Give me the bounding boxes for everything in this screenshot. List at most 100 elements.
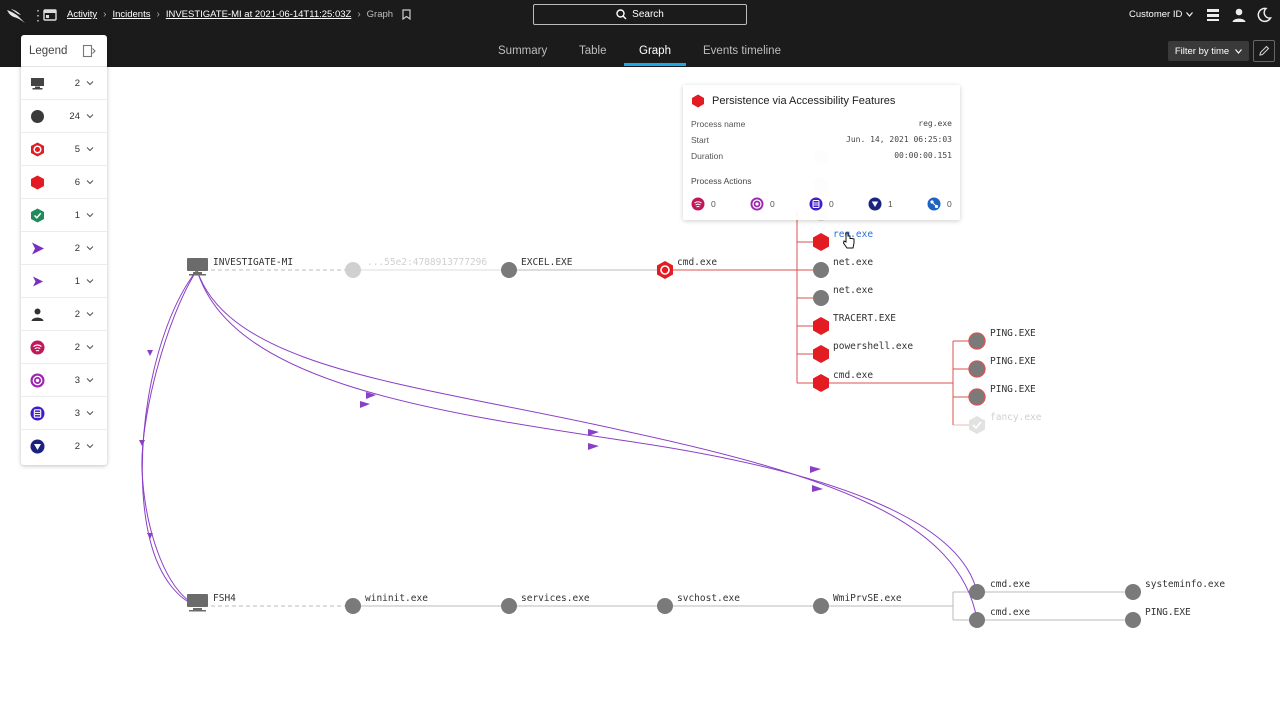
chevron-down-icon[interactable]: [86, 112, 94, 120]
process-node-wmiprvse[interactable]: [813, 598, 829, 614]
process-node-ping[interactable]: [1125, 612, 1141, 628]
chevron-down-icon[interactable]: [86, 409, 94, 417]
user-account-icon[interactable]: [1231, 7, 1247, 23]
chevron-down-icon[interactable]: [86, 79, 94, 87]
legend-item[interactable]: 24: [21, 100, 107, 133]
process-actions: 0 0 0 1 0: [691, 197, 953, 213]
host-node-fsh4[interactable]: [187, 594, 208, 612]
legend-item[interactable]: 5: [21, 133, 107, 166]
indigo-list-icon: [809, 197, 823, 211]
legend-item[interactable]: 2: [21, 298, 107, 331]
activity-app-icon[interactable]: [43, 8, 57, 22]
dark-mode-icon[interactable]: [1256, 7, 1272, 23]
blue-network-icon: [927, 197, 941, 211]
breadcrumb-activity[interactable]: Activity: [67, 9, 98, 20]
node-label: INVESTIGATE-MI: [213, 257, 293, 268]
process-node-ping[interactable]: [968, 360, 986, 378]
process-dot-icon: [31, 110, 44, 123]
row-key: Start: [691, 135, 709, 145]
bookmark-icon[interactable]: [402, 9, 411, 20]
chevron-down-icon[interactable]: [86, 178, 94, 186]
node-label: systeminfo.exe: [1145, 579, 1225, 590]
search-button[interactable]: Search: [533, 4, 747, 25]
legend-item[interactable]: 2: [21, 331, 107, 364]
legend-item[interactable]: 1: [21, 199, 107, 232]
collapse-panel-icon[interactable]: [82, 44, 96, 58]
node-label: reg.exe: [833, 229, 873, 240]
process-node-net[interactable]: [813, 290, 829, 306]
chevron-down-icon[interactable]: [86, 244, 94, 252]
node-label: FSH4: [213, 593, 236, 604]
action-target[interactable]: 0: [750, 197, 775, 211]
legend-count: 6: [74, 177, 80, 188]
magenta-signal-icon: [30, 340, 45, 355]
legend-item[interactable]: 2: [21, 67, 107, 100]
row-value: reg.exe: [918, 119, 952, 128]
legend-header: Legend: [21, 35, 107, 67]
purple-arrow-small-icon: [33, 276, 43, 287]
process-node-ping[interactable]: [968, 332, 986, 350]
legend-count: 2: [74, 309, 80, 320]
chevron-down-icon[interactable]: [86, 211, 94, 219]
magenta-signal-icon: [691, 197, 705, 211]
more-menu-icon[interactable]: ⋮: [31, 7, 45, 23]
legend-item[interactable]: 3: [21, 364, 107, 397]
safe-node-fancy[interactable]: [969, 416, 985, 434]
chevron-right-icon: ›: [103, 9, 107, 20]
notifications-tray-icon[interactable]: [1205, 7, 1221, 23]
process-node-ping[interactable]: [968, 388, 986, 406]
arrow-marker: [147, 533, 153, 539]
filter-label: Filter by time: [1174, 45, 1230, 57]
edit-button[interactable]: [1253, 40, 1275, 62]
action-connections[interactable]: 0: [927, 197, 952, 211]
chevron-down-icon[interactable]: [86, 145, 94, 153]
chevron-down-icon[interactable]: [86, 343, 94, 351]
alert-node-reg[interactable]: [813, 233, 829, 251]
legend-item[interactable]: 2: [21, 430, 107, 463]
tab-table[interactable]: Table: [579, 45, 607, 57]
chevron-down-icon: [1186, 12, 1194, 17]
process-node-svchost[interactable]: [657, 598, 673, 614]
purple-arrow-icon: [32, 242, 44, 255]
legend-item[interactable]: 6: [21, 166, 107, 199]
legend-count: 1: [74, 276, 80, 287]
legend-count: 3: [74, 375, 80, 386]
process-node-cmd[interactable]: [969, 612, 985, 628]
alert-node-cmd[interactable]: [657, 261, 673, 279]
falcon-logo-icon[interactable]: [6, 6, 26, 24]
tab-events-timeline[interactable]: Events timeline: [703, 45, 781, 57]
breadcrumb-incident[interactable]: INVESTIGATE-MI at 2021-06-14T11:25:03Z: [165, 9, 352, 20]
tab-graph[interactable]: Graph: [639, 45, 671, 57]
breadcrumb-incidents[interactable]: Incidents: [112, 9, 151, 20]
chevron-down-icon[interactable]: [86, 442, 94, 450]
alert-node-tracert[interactable]: [813, 317, 829, 335]
process-node-services[interactable]: [501, 598, 517, 614]
action-filter[interactable]: 1: [868, 197, 893, 211]
host-node-investigate-mi[interactable]: [187, 258, 208, 276]
process-node-systeminfo[interactable]: [1125, 584, 1141, 600]
alert-node-cmd2[interactable]: [813, 374, 829, 392]
legend-count: 2: [74, 342, 80, 353]
action-list[interactable]: 0: [809, 197, 834, 211]
tab-summary[interactable]: Summary: [498, 45, 548, 57]
filter-by-time-button[interactable]: Filter by time: [1168, 41, 1249, 61]
legend-count: 2: [74, 243, 80, 254]
legend-item[interactable]: 1: [21, 265, 107, 298]
process-node-excel[interactable]: [501, 262, 517, 278]
action-count: 1: [888, 199, 893, 209]
alert-node-powershell[interactable]: [813, 345, 829, 363]
node-label: net.exe: [833, 285, 873, 296]
process-node-cmd[interactable]: [969, 584, 985, 600]
legend-count: 2: [74, 78, 80, 89]
process-node-net[interactable]: [813, 262, 829, 278]
session-node[interactable]: [345, 262, 361, 278]
chevron-down-icon[interactable]: [86, 310, 94, 318]
chevron-down-icon[interactable]: [86, 376, 94, 384]
legend-item[interactable]: 2: [21, 232, 107, 265]
legend-item[interactable]: 3: [21, 397, 107, 430]
customer-id-dropdown[interactable]: Customer ID: [1129, 9, 1194, 20]
process-node-wininit[interactable]: [345, 598, 361, 614]
chevron-down-icon[interactable]: [86, 277, 94, 285]
action-network[interactable]: 0: [691, 197, 716, 211]
